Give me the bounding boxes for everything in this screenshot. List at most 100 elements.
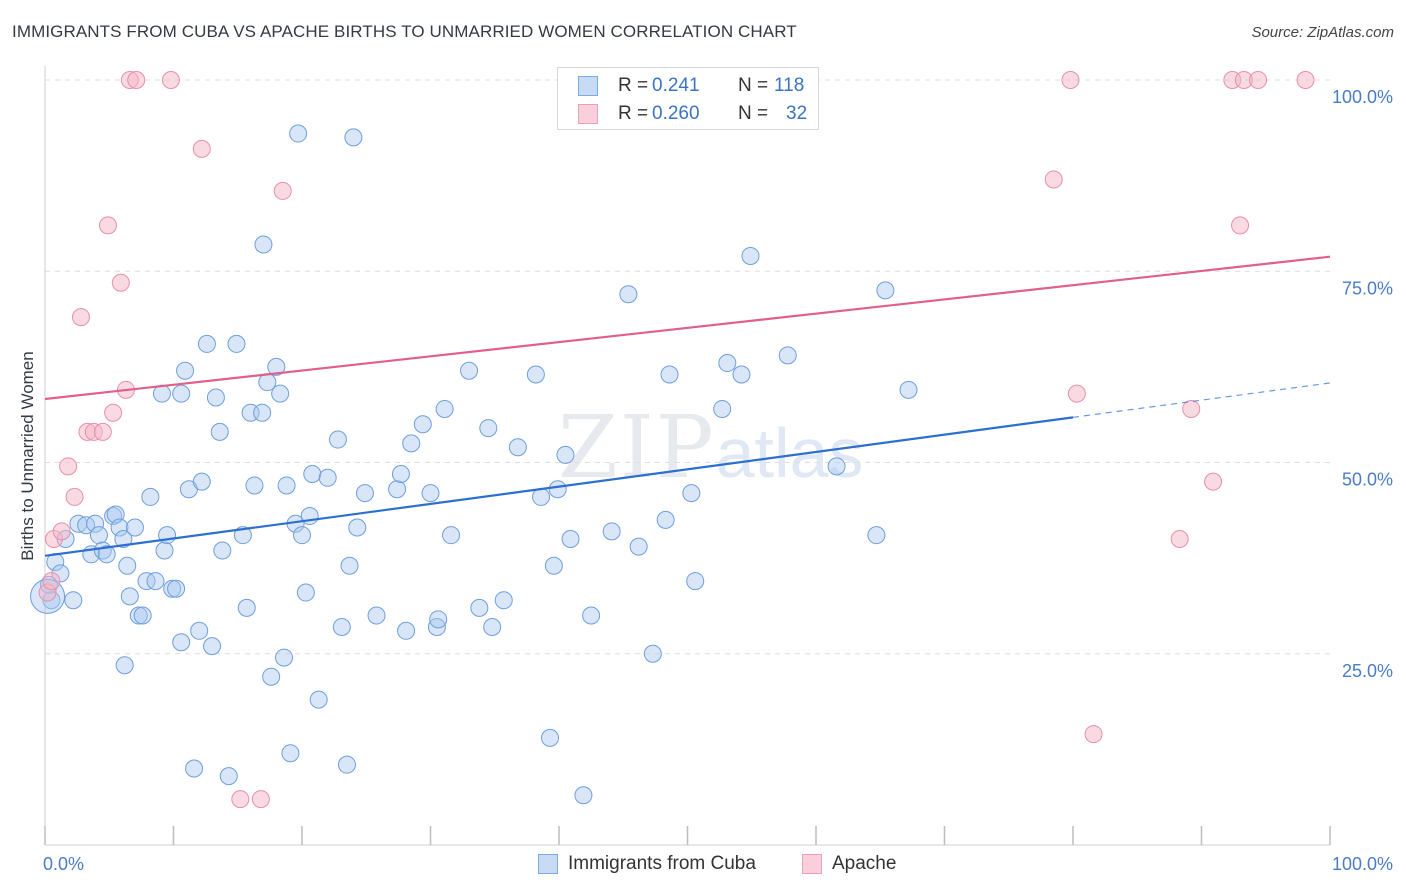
y-axis-label: Births to Unmarried Women: [18, 351, 37, 560]
data-point-cuba: [556, 445, 575, 464]
data-point-cuba: [155, 541, 174, 560]
data-point-apache: [104, 403, 123, 422]
legend-n-label: N =: [738, 75, 769, 96]
trend-line-apache: [44, 255, 1331, 401]
data-point-cuba: [97, 545, 116, 564]
bottom-legend-swatch-cuba: [538, 854, 558, 874]
data-point-cuba: [470, 598, 489, 617]
data-point-cuba: [435, 399, 454, 418]
data-point-cuba: [526, 365, 545, 384]
legend-r-label: R =: [618, 75, 649, 96]
data-point-apache: [59, 457, 78, 476]
data-point-apache: [1231, 216, 1250, 235]
data-point-cuba: [129, 606, 148, 625]
data-point-cuba: [318, 468, 337, 487]
data-point-apache: [1061, 71, 1080, 89]
data-point-cuba: [86, 514, 105, 533]
data-point-cuba: [656, 510, 675, 529]
x-tick-label: 0.0%: [43, 854, 84, 874]
data-point-apache: [1084, 725, 1103, 744]
data-point-cuba: [210, 422, 229, 441]
data-point-cuba: [391, 464, 410, 483]
data-point-cuba: [619, 285, 638, 304]
data-point-cuba: [348, 518, 367, 537]
data-point-cuba: [602, 522, 621, 541]
trend-lines: [44, 255, 1331, 557]
legend-n-value: 118: [774, 75, 805, 96]
data-point-cuba: [64, 591, 83, 610]
data-point-cuba: [732, 365, 751, 384]
data-point-apache: [127, 71, 146, 89]
data-point-cuba: [660, 365, 679, 384]
data-point-cuba: [219, 767, 238, 786]
data-point-cuba: [303, 464, 322, 483]
data-point-cuba: [508, 438, 527, 457]
stats-legend: R = 0.241 N = 118 R = 0.260 N = 32: [557, 67, 819, 130]
data-point-cuba: [682, 484, 701, 503]
data-point-cuba: [741, 246, 760, 265]
data-point-cuba: [172, 384, 191, 403]
data-point-cuba: [713, 399, 732, 418]
data-point-cuba: [544, 556, 563, 575]
data-point-cuba: [163, 579, 182, 598]
data-point-cuba: [213, 541, 232, 560]
data-point-cuba: [328, 430, 347, 449]
data-point-cuba: [442, 526, 461, 545]
bottom-legend-apache: Apache: [802, 852, 896, 876]
tick-labels: 25.0% 50.0% 75.0% 100.0% 0.0% 100.0%: [43, 87, 1393, 874]
data-point-cuba: [532, 487, 551, 506]
data-point-cuba: [413, 415, 432, 434]
y-tick-label: 50.0%: [1342, 470, 1393, 490]
data-point-cuba: [253, 403, 272, 422]
data-point-apache: [1249, 71, 1268, 89]
data-point-apache: [42, 572, 61, 591]
data-point-cuba: [281, 744, 300, 763]
data-point-cuba: [541, 728, 560, 747]
data-point-cuba: [574, 786, 593, 805]
data-point-cuba: [460, 361, 479, 380]
data-point-apache: [161, 71, 180, 89]
data-point-cuba: [332, 617, 351, 636]
data-point-cuba: [582, 606, 601, 625]
data-point-cuba: [227, 334, 246, 353]
data-point-cuba: [206, 388, 225, 407]
data-point-apache: [65, 487, 84, 506]
axes: [44, 66, 1331, 846]
data-point-cuba: [429, 610, 448, 629]
legend-row-apache: R = 0.260 N = 32: [558, 100, 807, 128]
data-point-cuba: [367, 606, 386, 625]
data-point-cuba: [262, 667, 281, 686]
data-point-cuba: [190, 621, 209, 640]
data-point-cuba: [176, 361, 195, 380]
data-point-cuba: [402, 434, 421, 453]
series-immigrants-from-cuba: [30, 124, 918, 805]
data-point-cuba: [718, 354, 737, 373]
data-point-apache: [1182, 399, 1201, 418]
data-point-apache: [93, 422, 112, 441]
data-point-cuba: [778, 346, 797, 365]
data-point-cuba: [146, 572, 165, 591]
data-point-cuba: [275, 648, 294, 667]
data-point-cuba: [245, 476, 264, 495]
data-point-cuba: [237, 598, 256, 617]
y-tick-label: 75.0%: [1342, 278, 1393, 298]
x-tick-label: 100.0%: [1332, 854, 1393, 874]
data-point-apache: [1296, 71, 1315, 89]
data-point-cuba: [686, 572, 705, 591]
data-point-cuba: [125, 518, 144, 537]
bottom-legend-swatch-apache: [802, 854, 822, 874]
legend-n-value: 32: [786, 103, 808, 124]
data-point-cuba: [388, 480, 407, 499]
data-point-cuba: [271, 384, 290, 403]
data-point-cuba: [267, 357, 286, 376]
data-point-apache: [273, 181, 292, 200]
y-tick-label: 100.0%: [1332, 87, 1393, 107]
data-point-cuba: [427, 617, 446, 636]
data-point-apache: [251, 790, 270, 809]
data-point-apache: [1067, 384, 1086, 403]
data-point-cuba: [397, 621, 416, 640]
data-point-cuba: [827, 457, 846, 476]
data-point-apache: [98, 216, 117, 235]
data-point-apache: [1204, 472, 1223, 491]
